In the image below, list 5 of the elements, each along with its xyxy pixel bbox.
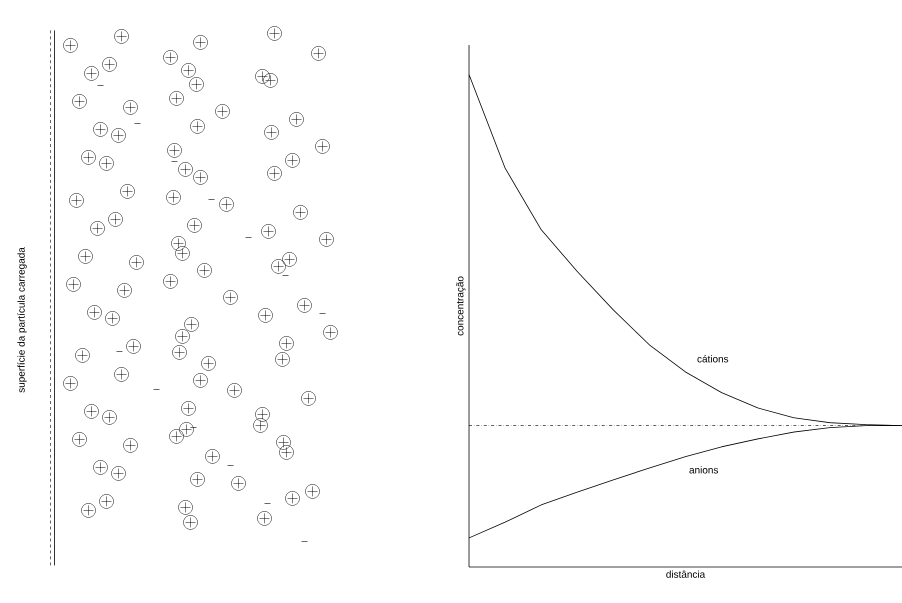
x-axis-title: distância: [666, 570, 706, 578]
series-label: anions: [689, 466, 718, 474]
text: superfície da partícula carregada: [17, 247, 27, 393]
y-axis-title: concentração: [456, 276, 466, 336]
series-label: cátions: [697, 355, 728, 362]
